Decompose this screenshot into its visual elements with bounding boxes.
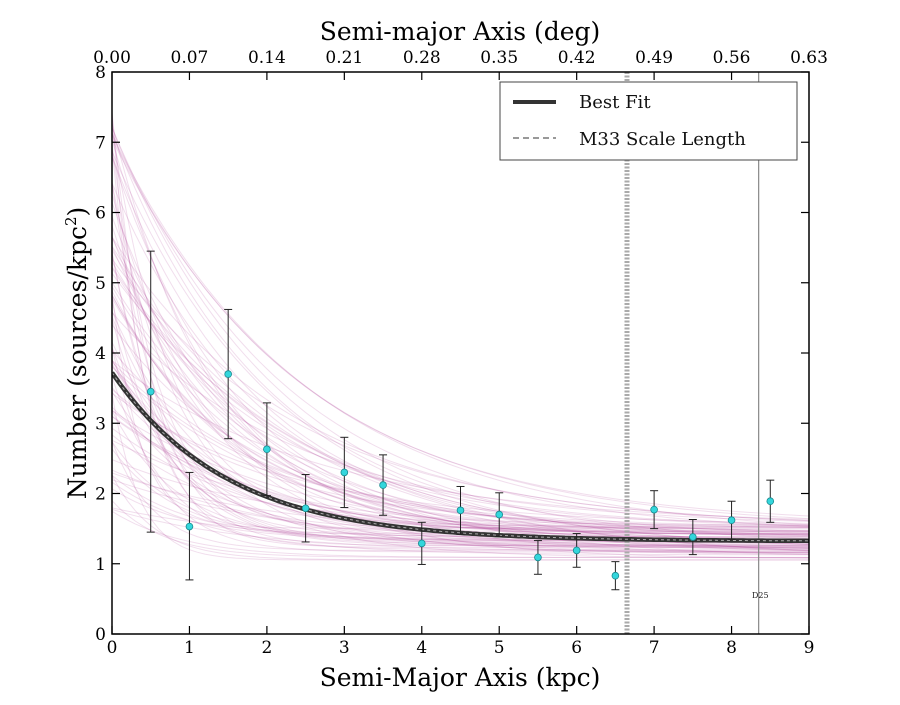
sample-curve [112,135,809,517]
sample-curve [112,510,809,559]
legend-box [499,81,798,161]
y-tick-label: 5 [95,274,106,294]
top-x-tick-label: 0.14 [248,48,286,68]
sample-curve [112,127,809,540]
top-x-tick-label: 0.56 [713,48,751,68]
y-tick-label: 7 [95,133,106,153]
data-points [146,250,775,591]
axis-ticks: 0 1 2 3 4 5 6 7 8 9 0.00 0.07 0.14 0.21 0.28 0.35 0.42 0.… [93,48,828,658]
top-x-tick-label: 0.21 [325,48,363,68]
sample-curve [112,112,809,547]
top-x-tick-label: 0.63 [790,48,828,68]
top-x-tick-label: 0.28 [403,48,441,68]
data-point [185,522,194,531]
top-x-tick-label: 0.35 [480,48,518,68]
data-point [146,387,155,396]
y-axis-title-close: ) [63,207,92,217]
y-tick-label: 8 [95,63,106,83]
legend-best-fit-label: Best Fit [579,92,651,113]
data-point [650,505,658,514]
sample-curve [112,249,809,526]
data-point [495,510,504,519]
y-tick-label: 3 [95,414,106,434]
sample-curve [112,474,809,561]
legend: Best Fit M33 Scale Length [499,81,798,161]
data-point [611,571,620,580]
data-point [727,516,736,524]
x-tick-label: 4 [416,638,427,658]
top-x-tick-label: 0.00 [93,48,131,68]
data-point [340,468,349,477]
y-tick-label: 6 [95,204,106,224]
sample-curve [112,394,809,561]
x-tick-label: 9 [804,638,815,658]
x-tick-label: 5 [494,638,505,658]
y-axis-title-sup: 2 [62,216,80,226]
data-point [379,481,387,489]
y-axis-title-main: Number (sources/kpc [63,226,92,499]
y-tick-label: 4 [95,344,106,364]
data-point [766,497,775,506]
data-point [417,539,426,548]
sample-curve [112,500,809,558]
data-point [689,533,697,541]
top-x-axis-title: Semi-major Axis (deg) [320,17,601,46]
top-x-tick-label: 0.42 [558,48,596,68]
x-tick-label: 3 [339,638,350,658]
x-tick-label: 0 [107,638,118,658]
d25-annotation: D25 [752,591,769,600]
data-point [534,553,542,562]
sample-curve [112,359,809,559]
y-axis-title: Number (sources/kpc2) [62,207,92,500]
data-point [224,370,232,378]
x-tick-label: 8 [726,638,737,658]
legend-scale-length-label: M33 Scale Length [579,129,746,150]
x-tick-label: 7 [649,638,660,658]
y-tick-label: 1 [95,555,106,575]
top-x-tick-label: 0.49 [635,48,673,68]
x-axis-title: Semi-Major Axis (kpc) [320,663,601,692]
y-tick-label: 2 [95,485,106,505]
data-point [301,504,310,513]
data-point [572,546,581,555]
sample-curve [112,182,809,538]
top-x-tick-label: 0.07 [171,48,209,68]
y-tick-label: 0 [95,625,106,645]
data-point [456,506,465,515]
x-tick-label: 6 [571,638,582,658]
data-point [263,445,271,454]
sample-curve [112,127,809,527]
x-tick-label: 1 [184,638,195,658]
sample-curve [112,129,809,527]
x-tick-label: 2 [261,638,272,658]
